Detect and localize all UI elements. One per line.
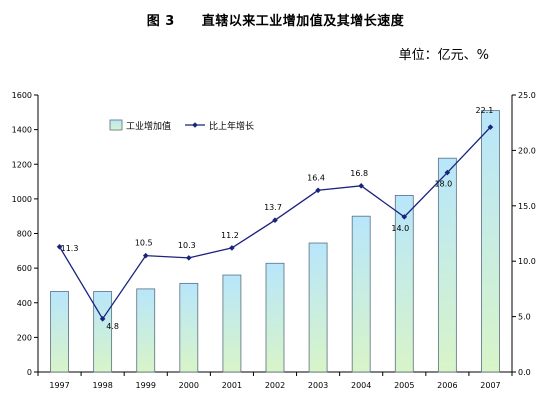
y-left-tick-label: 1000: [12, 195, 32, 204]
chart-title: 图 3 直辖以来工业增加值及其增长速度: [146, 14, 405, 29]
x-tick-label: 2002: [265, 381, 285, 390]
data-label: 11.2: [221, 231, 239, 240]
line-point: [401, 214, 408, 220]
x-tick-label: 1999: [136, 381, 156, 390]
y-right-tick-label: 20.0: [518, 146, 536, 155]
y-left-tick-label: 200: [17, 333, 32, 342]
bar: [437, 157, 457, 373]
legend-label-bar: 工业增加值: [126, 120, 171, 132]
x-tick-label: 2005: [394, 381, 414, 390]
y-left-tick-label: 400: [17, 299, 32, 308]
x-tick-label: 2001: [222, 381, 242, 390]
x-tick-label: 2006: [437, 381, 457, 390]
x-tick-label: 2007: [480, 381, 500, 390]
chart-legend: 工业增加值 比上年增长: [109, 119, 254, 132]
bar: [351, 215, 371, 373]
legend-swatch-bar: [109, 119, 123, 131]
bar: [136, 288, 156, 373]
legend-label-line: 比上年增长: [209, 120, 254, 132]
line-point: [229, 245, 235, 251]
y-left-tick-label: 0: [27, 368, 32, 377]
bar: [50, 291, 69, 373]
bar: [394, 195, 414, 373]
line-point: [272, 217, 278, 224]
y-left-tick-label: 1200: [12, 160, 32, 169]
x-tick-label: 2004: [351, 381, 371, 390]
line-point: [142, 252, 149, 259]
line-point: [315, 187, 321, 194]
line-point: [444, 169, 451, 176]
bar: [179, 282, 199, 373]
y-right-tick-label: 5.0: [518, 313, 531, 322]
y-right-tick-label: 10.0: [518, 257, 536, 266]
line-point: [487, 124, 494, 130]
data-label: 18.0: [434, 180, 452, 189]
data-label: 16.8: [350, 169, 368, 178]
x-tick-label: 2003: [308, 381, 328, 390]
bar: [222, 274, 242, 373]
y-left-tick-label: 1600: [12, 91, 32, 100]
line-point: [358, 183, 364, 189]
y-right-tick-label: 15.0: [518, 202, 536, 211]
y-left-tick-label: 800: [17, 230, 32, 239]
y-right-tick-label: 0.0: [518, 368, 531, 377]
data-label: 22.1: [476, 106, 494, 115]
data-label: 13.7: [264, 203, 282, 212]
data-label: 14.0: [391, 224, 409, 233]
data-label: 10.3: [178, 241, 196, 250]
data-label: 16.4: [307, 173, 325, 182]
bar: [265, 262, 285, 373]
y-right-tick-label: 25.0: [518, 91, 536, 100]
line-point: [99, 316, 106, 322]
bar-series: [50, 110, 500, 373]
x-tick-label: 2000: [179, 381, 199, 390]
bar: [93, 291, 113, 373]
y-left-tick-label: 1400: [12, 126, 32, 135]
line-point: [56, 243, 63, 250]
data-label: 4.8: [106, 322, 119, 331]
bar: [481, 110, 500, 373]
x-tick-label: 1998: [92, 381, 112, 390]
line-series: 11.3 4.8 10.5 10.3 11.2 13.7 16.4 16.8 14.0 18.0 2…: [56, 106, 494, 331]
x-tick-label: 1997: [49, 381, 69, 390]
data-label: 10.5: [135, 239, 153, 248]
unit-label: 单位：亿元、%: [398, 48, 489, 63]
data-label: 11.3: [61, 244, 79, 253]
line-point: [186, 255, 192, 261]
chart-axes: 0 200 400 600 800 1000 1200 1400 1600 0.0 5.0 10.0 1…: [12, 91, 536, 390]
y-left-tick-label: 600: [17, 264, 32, 273]
bar: [308, 242, 328, 373]
legend-marker-line: [192, 122, 198, 128]
